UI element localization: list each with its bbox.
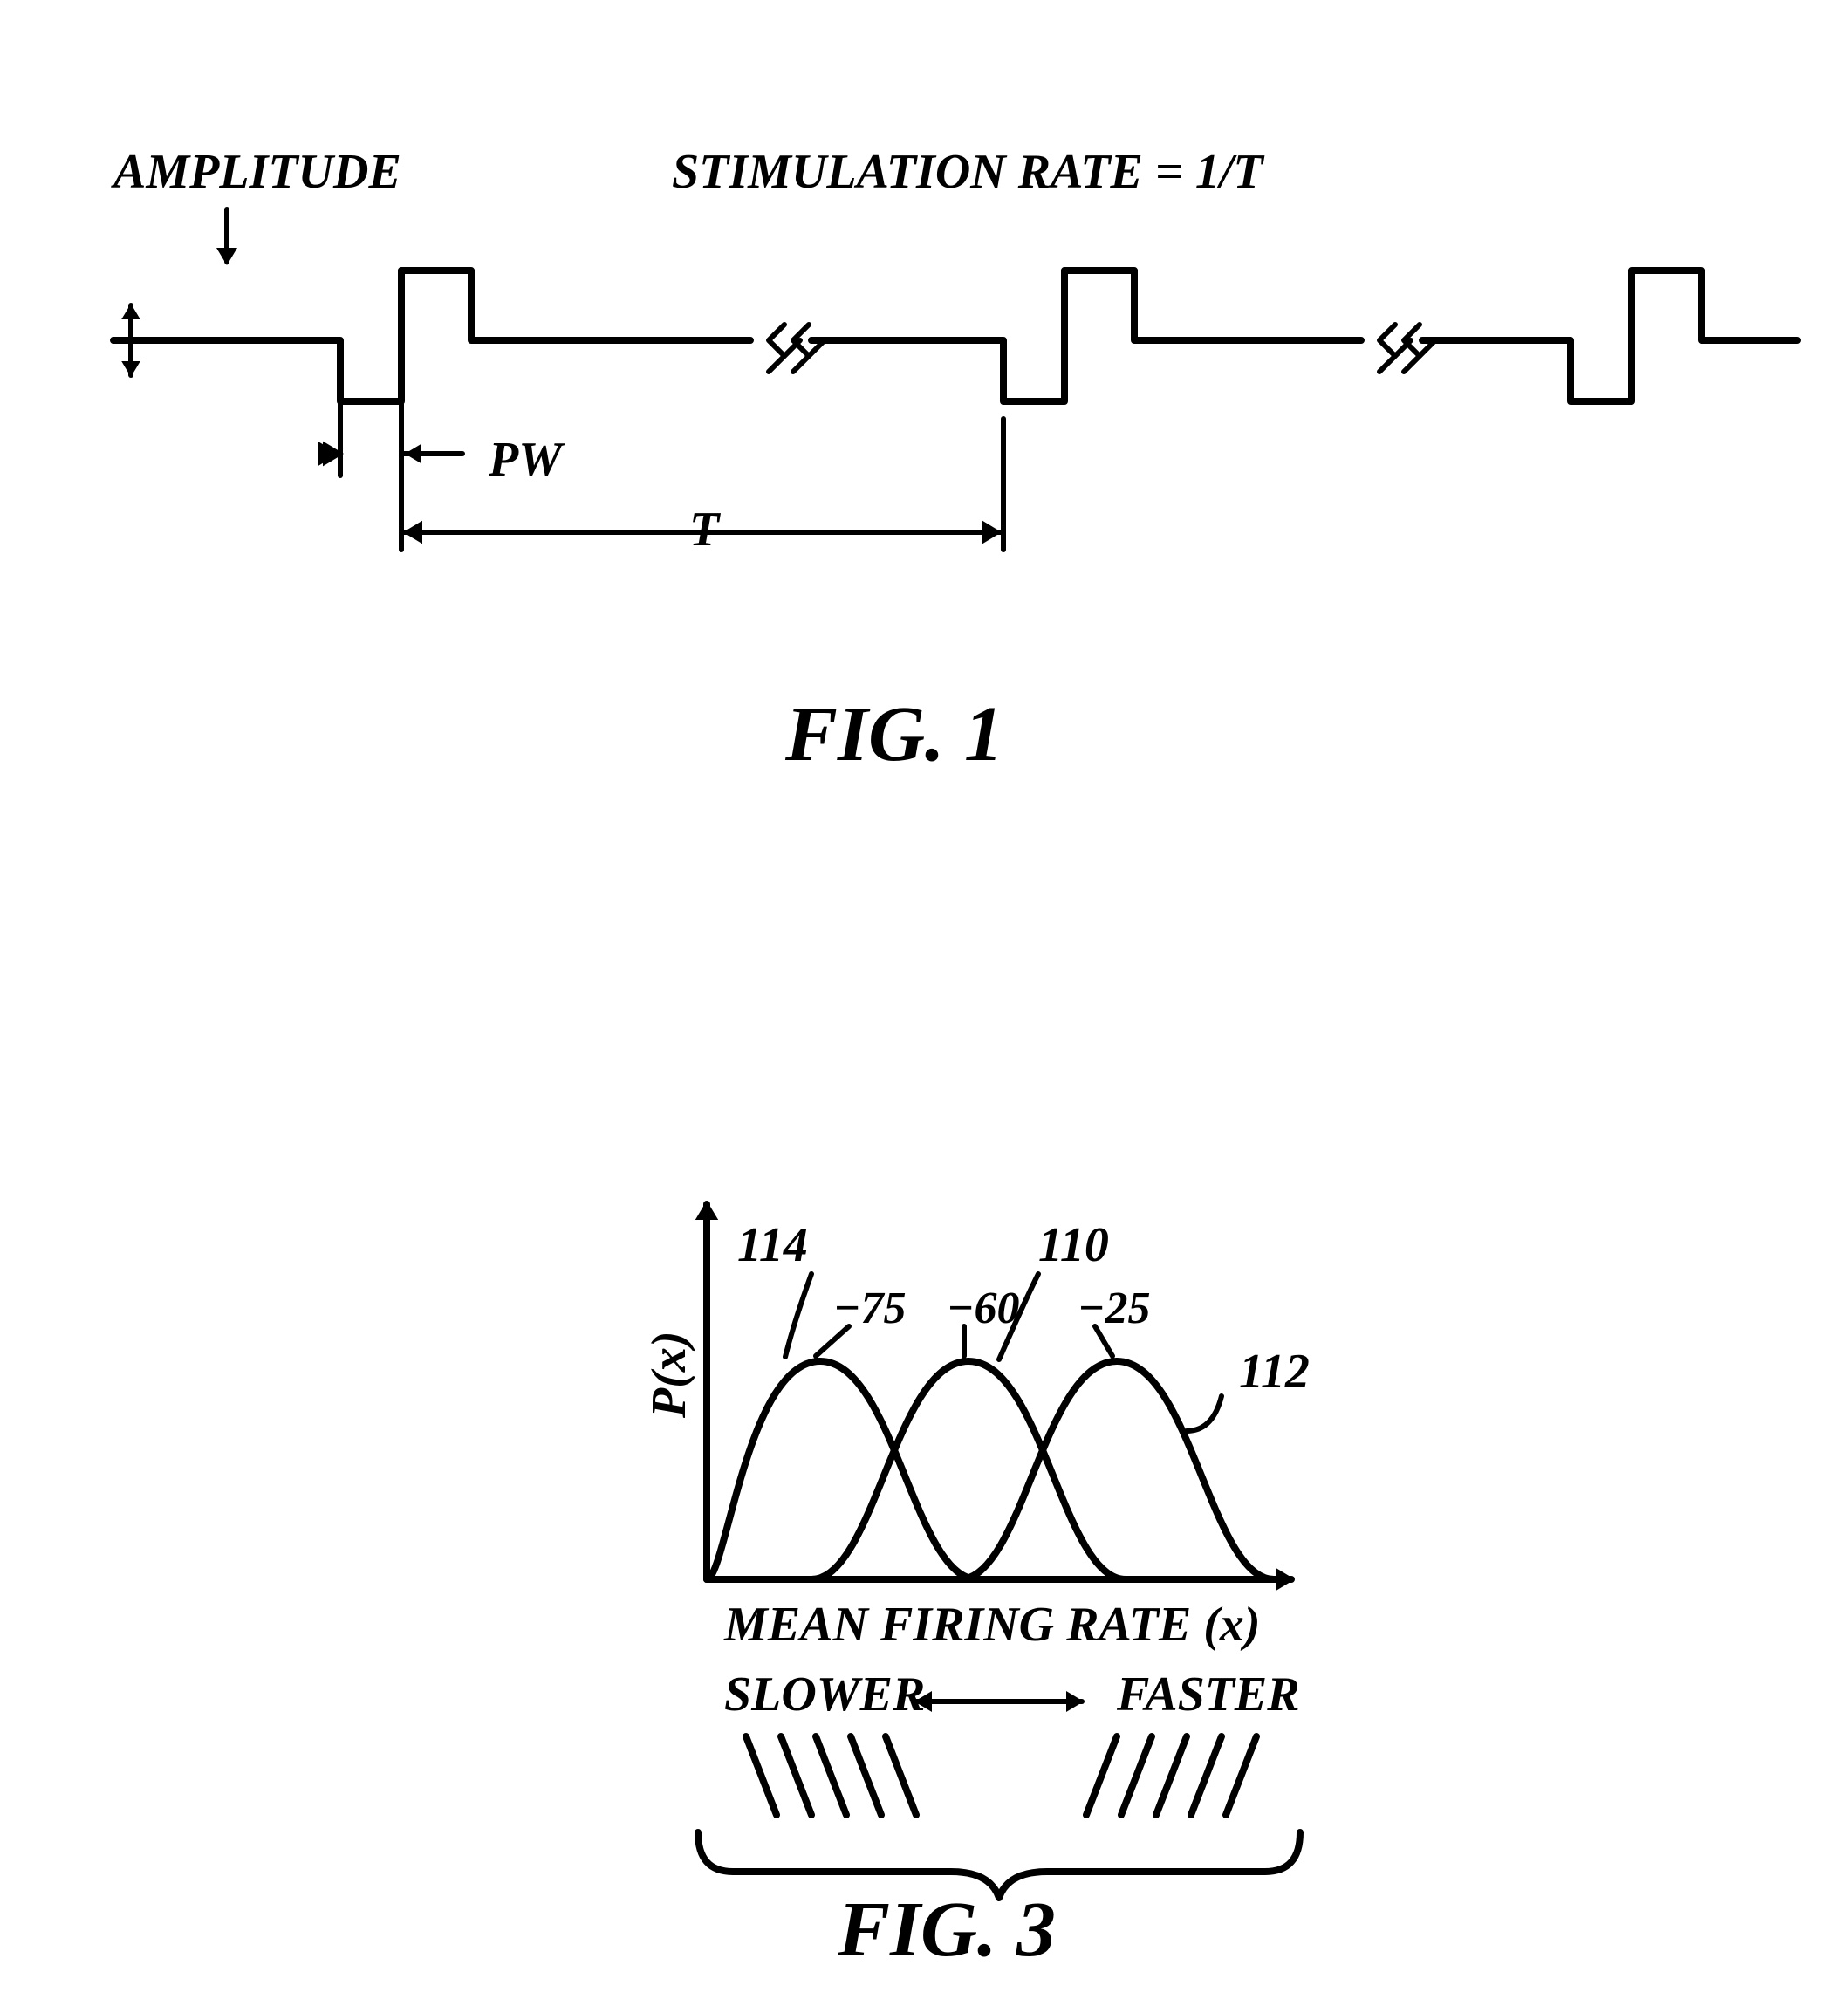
pw-label: PW — [489, 432, 562, 488]
ref-112-label: 112 — [1239, 1344, 1310, 1400]
ref-110-label: 110 — [1038, 1217, 1109, 1273]
stimulation-rate-label: STIMULATION RATE = 1/T — [672, 144, 1263, 200]
peak-left-label: −75 — [833, 1283, 907, 1334]
slower-label: SLOWER — [724, 1667, 925, 1722]
period-T-label: T — [689, 502, 719, 558]
fig3-title: FIG. 3 — [838, 1885, 1056, 1975]
xaxis-label: MEAN FIRING RATE (x) — [724, 1597, 1261, 1653]
amplitude-label: AMPLITUDE — [113, 144, 401, 200]
peak-right-label: −25 — [1078, 1283, 1151, 1334]
faster-label: FASTER — [1117, 1667, 1300, 1722]
fig1-title: FIG. 1 — [785, 689, 1003, 779]
yaxis-label: P(x) — [641, 1331, 697, 1418]
peak-mid-label: −60 — [947, 1283, 1020, 1334]
ref-114-label: 114 — [737, 1217, 808, 1273]
